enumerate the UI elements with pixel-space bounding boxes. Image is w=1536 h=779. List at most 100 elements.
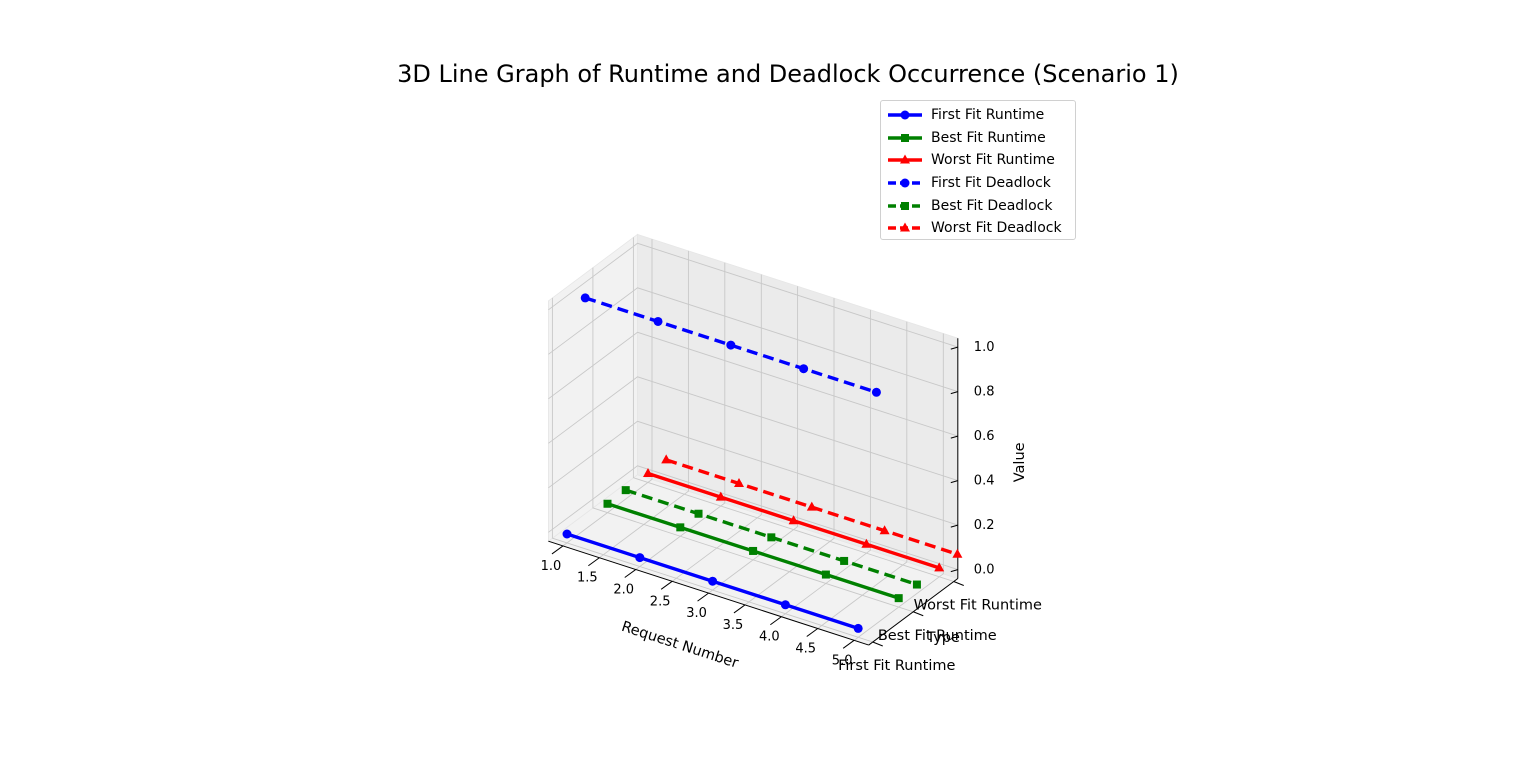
x-gridline — [853, 333, 944, 641]
z-gridline — [548, 242, 958, 348]
legend-swatch — [888, 222, 922, 232]
data-point — [653, 316, 663, 326]
data-point — [879, 525, 890, 535]
x-tick — [806, 628, 819, 637]
series-worst-fit-runtime — [643, 468, 945, 572]
data-point — [840, 556, 849, 565]
y-tick — [953, 581, 964, 586]
z-gridline — [548, 376, 958, 482]
z-tick — [950, 480, 958, 484]
z-tick-label: 0.6 — [974, 429, 995, 444]
legend-marker — [900, 222, 910, 232]
x-tick-label: 2.5 — [650, 594, 671, 609]
x-tick — [842, 639, 855, 649]
data-point — [694, 509, 703, 518]
data-point — [562, 529, 572, 539]
legend-marker — [900, 110, 910, 120]
y-tick — [913, 611, 924, 617]
y-axis-label: Type — [926, 630, 960, 646]
data-point — [726, 340, 736, 350]
chart-legend: First Fit Runtime Best Fit Runtime Worst F… — [880, 100, 1076, 240]
data-point — [934, 562, 945, 572]
x-tick — [551, 545, 564, 555]
data-point — [767, 533, 776, 542]
data-point — [861, 538, 872, 548]
data-point — [799, 364, 809, 374]
x-tick — [624, 569, 637, 578]
legend-label: Best Fit Runtime — [931, 129, 1046, 146]
x-tick — [770, 616, 782, 626]
legend-marker — [901, 133, 909, 142]
z-axis-label: Value — [1012, 442, 1028, 482]
legend-item: Best Fit Runtime — [881, 127, 1075, 150]
data-point — [853, 623, 863, 633]
x-tick — [660, 580, 673, 590]
data-point — [806, 501, 817, 511]
legend-label: First Fit Runtime — [931, 107, 1045, 124]
x-axis-line — [548, 540, 869, 646]
legend-swatch — [888, 110, 922, 120]
y-tick-label: Worst Fit Runtime — [914, 598, 1042, 614]
y-gridline — [592, 267, 914, 613]
x-tick-label: 5.0 — [832, 653, 853, 668]
series-group — [562, 293, 963, 633]
data-point — [661, 454, 672, 464]
z-tick — [950, 569, 958, 573]
x-gridline — [817, 321, 908, 629]
legend-item: Worst Fit Deadlock — [881, 217, 1075, 240]
data-point — [871, 387, 881, 397]
data-point — [788, 515, 799, 525]
z-gridline — [548, 465, 958, 571]
pane-group — [547, 233, 959, 646]
x-tick-label: 3.5 — [723, 618, 744, 633]
legend-marker — [900, 154, 910, 164]
z-tick — [950, 391, 958, 395]
y-tick-label: First Fit Runtime — [838, 658, 955, 674]
series-worst-fit-deadlock — [661, 454, 963, 558]
z-gridline — [548, 420, 958, 526]
x-tick — [733, 604, 746, 614]
legend-item: First Fit Runtime — [881, 104, 1075, 127]
legend-item: Best Fit Deadlock — [881, 194, 1075, 217]
legend-item: Worst Fit Runtime — [881, 149, 1075, 172]
data-point — [643, 468, 653, 477]
z-gridline — [548, 331, 958, 437]
chart-title: 3D Line Graph of Runtime and Deadlock Oc… — [397, 60, 1179, 88]
y-tick-label: Best Fit Runtime — [878, 628, 997, 644]
data-point — [708, 576, 718, 586]
z-tick — [950, 435, 958, 439]
legend-label: Best Fit Deadlock — [931, 197, 1053, 214]
legend-swatch — [888, 133, 922, 142]
legend-label: Worst Fit Deadlock — [931, 220, 1062, 237]
y-gridline — [551, 297, 873, 643]
data-point — [635, 553, 645, 563]
legend-marker — [900, 178, 910, 188]
data-point — [676, 523, 685, 532]
data-point — [780, 600, 790, 610]
y-gridline — [632, 237, 954, 582]
z-tick — [950, 524, 958, 528]
data-point — [580, 293, 590, 303]
series-first-fit-runtime — [562, 529, 863, 633]
series-first-fit-deadlock — [580, 293, 881, 397]
series-best-fit-runtime — [603, 499, 903, 603]
x-tick — [697, 592, 709, 602]
legend-item: First Fit Deadlock — [881, 172, 1075, 195]
z-tick — [950, 346, 958, 350]
x-tick-label: 1.5 — [577, 571, 598, 586]
z-tick-label: 1.0 — [974, 340, 995, 355]
z-tick-label: 0.4 — [974, 474, 995, 489]
z-gridline — [548, 287, 958, 393]
x-tick-label: 2.0 — [613, 583, 634, 598]
z-tick-label: 0.2 — [974, 518, 995, 533]
data-point — [749, 546, 758, 555]
legend-swatch — [888, 178, 922, 188]
legend-label: First Fit Deadlock — [931, 175, 1051, 192]
legend-swatch — [888, 201, 922, 210]
data-point — [821, 570, 830, 579]
data-point — [734, 478, 744, 487]
legend-swatch — [888, 154, 922, 164]
data-point — [621, 486, 630, 495]
